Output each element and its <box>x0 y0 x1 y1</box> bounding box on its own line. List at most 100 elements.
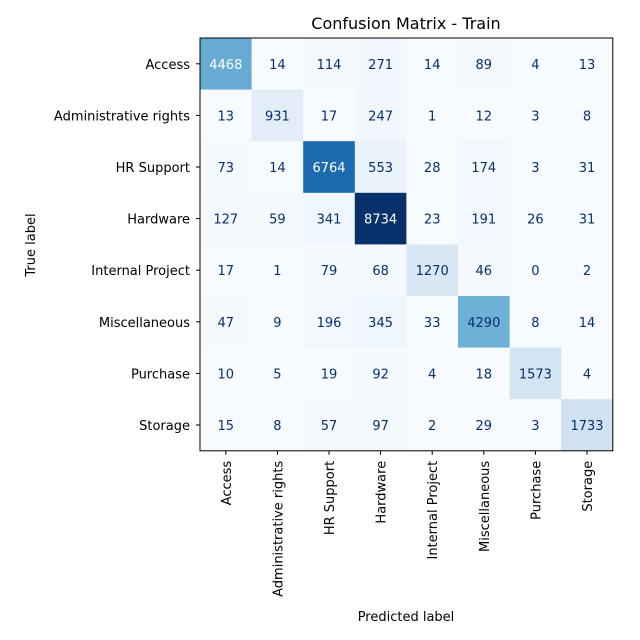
chart-title: Confusion Matrix - Train <box>311 14 500 33</box>
matrix-cell-value: 31 <box>579 161 596 176</box>
matrix-cell-value: 191 <box>471 213 496 228</box>
matrix-cell-value: 19 <box>321 367 338 382</box>
matrix-cell <box>354 347 407 400</box>
matrix-cell <box>458 89 511 142</box>
matrix-cell-value: 23 <box>424 213 441 228</box>
matrix-cell <box>354 141 407 194</box>
matrix-cell-value: 13 <box>218 109 235 124</box>
matrix-cell-value: 247 <box>368 109 393 124</box>
matrix-cell <box>458 141 511 194</box>
matrix-cell <box>509 399 562 452</box>
matrix-cell <box>200 38 253 91</box>
matrix-cell <box>509 141 562 194</box>
matrix-cell <box>251 192 304 245</box>
matrix-cell-value: 79 <box>321 264 338 279</box>
matrix-cell-value: 9 <box>273 316 281 331</box>
matrix-cell <box>251 296 304 349</box>
matrix-cell-value: 4 <box>583 367 591 382</box>
matrix-cell <box>354 296 407 349</box>
matrix-cell-value: 33 <box>424 316 441 331</box>
matrix-cell-value: 8 <box>273 419 281 434</box>
matrix-cell-value: 14 <box>269 58 286 73</box>
matrix-cell-value: 4 <box>428 367 436 382</box>
matrix-cell <box>303 89 356 142</box>
x-tick-label: HR Support <box>323 461 338 535</box>
matrix-cell-value: 8734 <box>364 213 397 228</box>
matrix-cell-value: 28 <box>424 161 441 176</box>
matrix-cell <box>406 192 459 245</box>
matrix-cell-value: 15 <box>218 419 235 434</box>
matrix-cell <box>406 244 459 297</box>
matrix-cell <box>458 192 511 245</box>
matrix-cell-value: 26 <box>527 213 544 228</box>
matrix-cell <box>303 399 356 452</box>
matrix-cell-value: 341 <box>317 213 342 228</box>
matrix-cell <box>509 244 562 297</box>
matrix-cell <box>509 192 562 245</box>
matrix-cell <box>354 89 407 142</box>
matrix-cell-value: 17 <box>218 264 235 279</box>
matrix-cell <box>200 347 253 400</box>
x-tick-label: Purchase <box>529 461 544 520</box>
matrix-cell-value: 3 <box>531 161 539 176</box>
matrix-cell <box>354 38 407 91</box>
matrix-cell-value: 10 <box>218 367 235 382</box>
matrix-cell <box>406 38 459 91</box>
x-axis-ticks: Access Administrative rights HR Support Har… <box>220 450 596 597</box>
x-tick-label: Storage <box>581 461 596 512</box>
matrix-cell <box>354 399 407 452</box>
matrix-cell-value: 1270 <box>416 264 449 279</box>
matrix-cell <box>200 141 253 194</box>
matrix-cell <box>354 244 407 297</box>
matrix-cell-value: 4468 <box>209 58 242 73</box>
y-tick-label: Administrative rights <box>54 109 190 124</box>
matrix-cell-value: 59 <box>269 213 286 228</box>
matrix-cell <box>303 244 356 297</box>
matrix-cell <box>561 347 614 400</box>
matrix-cell <box>303 347 356 400</box>
matrix-cell <box>509 347 562 400</box>
matrix-cell-value: 4 <box>531 58 539 73</box>
matrix-cell <box>251 38 304 91</box>
matrix-cell-value: 8 <box>583 109 591 124</box>
matrix-cell-value: 1 <box>273 264 281 279</box>
x-tick-label: Hardware <box>375 461 390 524</box>
matrix-cell-value: 2 <box>428 419 436 434</box>
matrix-cell-value: 174 <box>471 161 496 176</box>
matrix-cell-value: 3 <box>531 109 539 124</box>
matrix-cell-value: 13 <box>579 58 596 73</box>
y-axis-label: True label <box>24 213 39 277</box>
matrix-cell <box>251 244 304 297</box>
matrix-cell-value: 553 <box>368 161 393 176</box>
matrix-cell <box>509 38 562 91</box>
matrix-cell-value: 89 <box>476 58 493 73</box>
y-tick-label: Internal Project <box>91 264 190 279</box>
x-axis-label: Predicted label <box>358 610 455 625</box>
matrix-cell <box>561 141 614 194</box>
matrix-cell <box>458 244 511 297</box>
matrix-cell <box>200 89 253 142</box>
matrix-cell-value: 18 <box>476 367 493 382</box>
matrix-cell <box>406 296 459 349</box>
matrix-cell-value: 2 <box>583 264 591 279</box>
matrix-cell <box>509 296 562 349</box>
matrix-cell <box>251 89 304 142</box>
matrix-cell-value: 127 <box>213 213 238 228</box>
y-tick-label: Hardware <box>127 213 190 228</box>
matrix-cell-value: 46 <box>476 264 493 279</box>
matrix-cell-value: 57 <box>321 419 338 434</box>
matrix-cell <box>406 399 459 452</box>
matrix-cell-value: 29 <box>476 419 493 434</box>
matrix-cell <box>303 296 356 349</box>
matrix-cell-value: 271 <box>368 58 393 73</box>
matrix-cell <box>561 38 614 91</box>
matrix-cell-value: 0 <box>531 264 539 279</box>
matrix-cell-value: 17 <box>321 109 338 124</box>
matrix-cell-value: 92 <box>372 367 389 382</box>
matrix-cell <box>200 399 253 452</box>
matrix-cell-value: 3 <box>531 419 539 434</box>
matrix-cell <box>406 141 459 194</box>
matrix-cell <box>200 192 253 245</box>
x-tick-label: Internal Project <box>426 461 441 560</box>
